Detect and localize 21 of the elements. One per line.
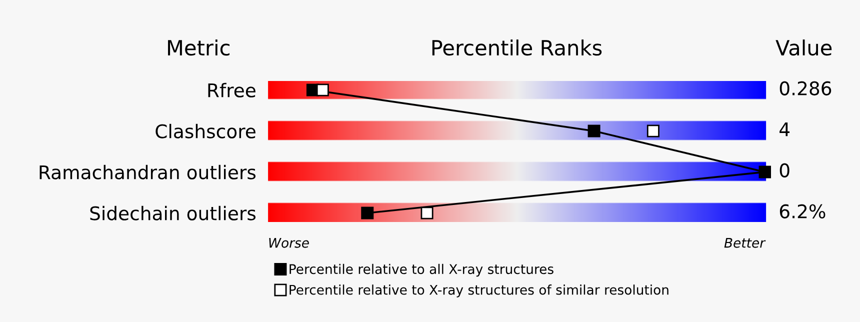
y-tick-label: Rfree [208, 82, 256, 98]
y-axis-title: Metric [168, 39, 230, 56]
y-tick-label: Sidechain outliers [90, 206, 256, 220]
text: 0.286 [780, 81, 832, 96]
text: Better [724, 238, 766, 248]
text: Worse [269, 238, 309, 248]
point [588, 124, 600, 138]
legend-label: Percentile relative to all X-ray structures [290, 264, 554, 277]
point [646, 124, 660, 138]
text: 6.2% [780, 204, 826, 218]
text: 4 [780, 122, 790, 136]
y2-axis-title: Value [776, 39, 832, 56]
chart-title: Percentile Ranks [432, 39, 602, 56]
point [361, 206, 374, 220]
point [420, 206, 434, 220]
y-tick-label: Ramachandran outliers [40, 164, 256, 180]
legend-label: Percentile relative to X-ray structures of similar resolution [290, 284, 668, 298]
point [758, 166, 771, 178]
text: 0 [780, 163, 790, 178]
y-tick-label: Clashscore [156, 124, 256, 138]
point [316, 84, 329, 96]
